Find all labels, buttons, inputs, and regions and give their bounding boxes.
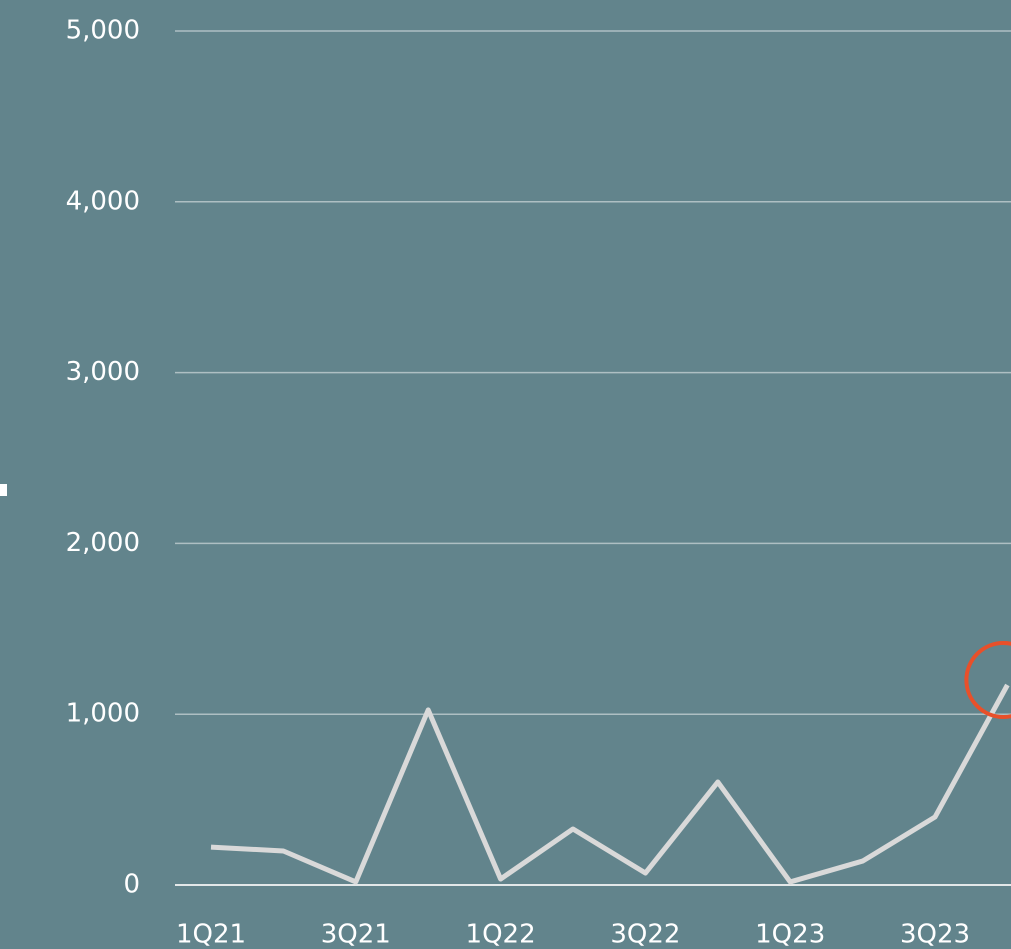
x-tick-label: 1Q21 (176, 920, 246, 949)
x-tick-label: 3Q23 (900, 920, 970, 949)
edge-marker (0, 484, 7, 496)
y-tick-label: 5,000 (66, 16, 140, 46)
highlight-circle (964, 641, 1011, 719)
x-tick-label: 3Q22 (610, 920, 680, 949)
y-tick-label: 4,000 (66, 186, 140, 216)
x-tick-label: 3Q21 (321, 920, 391, 949)
y-tick-label: 3,000 (66, 357, 140, 387)
y-tick-label: 1,000 (66, 699, 140, 729)
x-tick-label: 1Q22 (466, 920, 536, 949)
y-tick-label: 0 (123, 870, 140, 900)
data-line (210, 683, 1010, 885)
x-tick-label: 1Q23 (755, 920, 825, 949)
y-tick-label: 2,000 (66, 528, 140, 558)
